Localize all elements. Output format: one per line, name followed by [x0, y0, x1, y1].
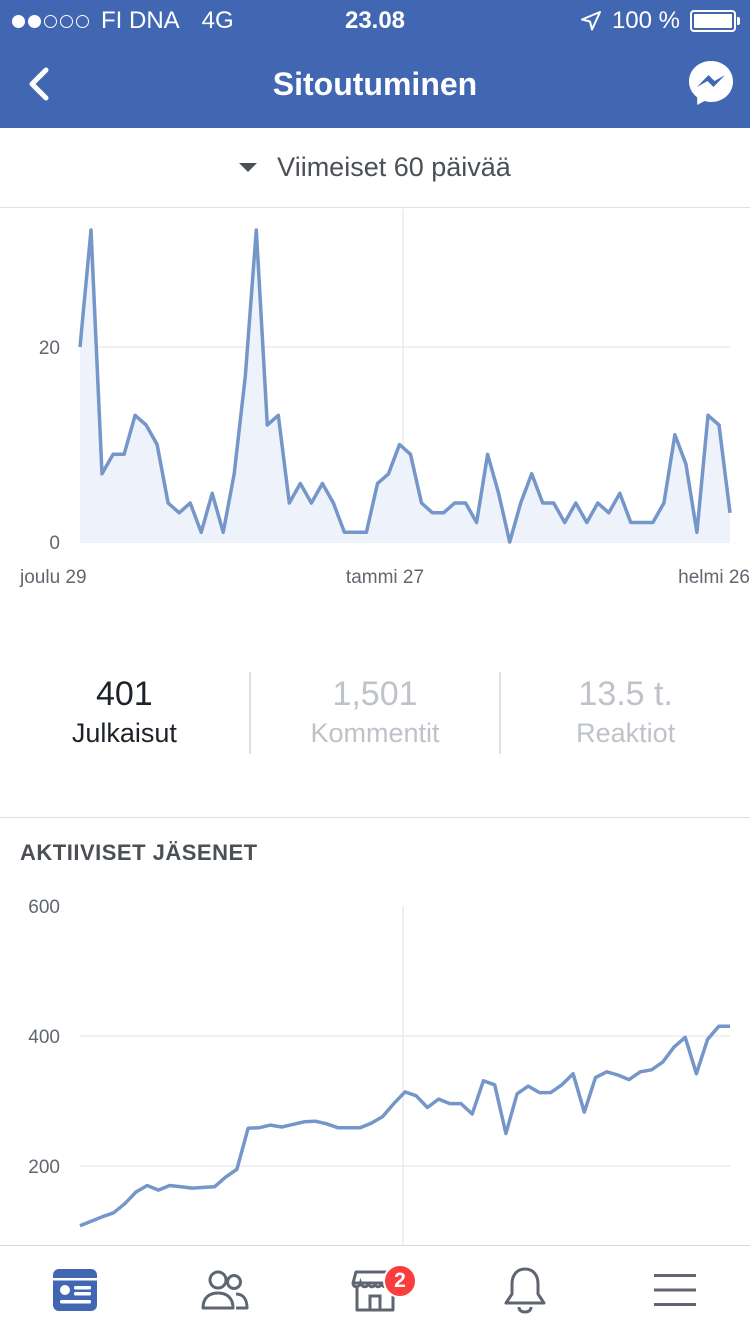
engagement-area — [80, 230, 730, 542]
chevron-left-icon[interactable] — [22, 64, 62, 104]
status-time: 23.08 — [344, 7, 406, 34]
stat-label: Reaktiot — [576, 718, 676, 748]
y-tick-label: 400 — [28, 1027, 60, 1048]
engagement-line — [78, 228, 732, 544]
stat-label: Kommentit — [310, 718, 440, 748]
y-tick-label: 600 — [28, 897, 60, 918]
page-title: Sitoutuminen — [272, 66, 478, 102]
y-tick-label: 20 — [39, 338, 60, 359]
signal-dot — [28, 14, 41, 28]
battery-percent: 100 % — [611, 7, 680, 34]
stat-posts[interactable]: 401 Julkaisut — [0, 672, 249, 754]
friends-icon — [201, 1270, 249, 1310]
status-right: 100 % — [580, 7, 740, 35]
x-tick-label: joulu 29 — [19, 567, 87, 588]
y-tick-label: 0 — [49, 533, 60, 554]
stat-comments[interactable]: 1,501 Kommentit — [248, 672, 500, 754]
stat-value: 401 — [95, 675, 153, 713]
engagement-chart: 20 0 joulu 29 tammi 27 helmi 26 — [19, 209, 750, 588]
divider — [0, 817, 750, 818]
y-tick-label: 200 — [28, 1157, 60, 1178]
tab-feed[interactable] — [0, 1246, 150, 1334]
battery-icon — [690, 10, 740, 32]
top-bar: FI DNA 4G 23.08 100 % Sitoutuminen — [0, 0, 750, 128]
status-left: FI DNA 4G — [12, 7, 234, 35]
carrier-name: FI DNA — [101, 7, 180, 34]
x-tick-label: helmi 26 — [678, 567, 750, 588]
x-tick-label: tammi 27 — [346, 567, 424, 588]
section-title: AKTIIVISET JÄSENET — [20, 840, 258, 865]
stat-label: Julkaisut — [71, 718, 177, 748]
signal-dot — [44, 14, 57, 28]
notification-badge: 2 — [383, 1264, 417, 1298]
stat-value: 1,501 — [332, 675, 418, 713]
messenger-icon[interactable] — [686, 58, 736, 108]
feed-icon — [53, 1269, 97, 1311]
stats-row: 401 Julkaisut 1,501 Kommentit 13.5 t. Re… — [0, 672, 750, 754]
status-bar: FI DNA 4G 23.08 100 % — [0, 0, 750, 40]
tab-groups[interactable] — [150, 1246, 300, 1334]
caret-down-icon — [239, 163, 258, 172]
nav-row: Sitoutuminen — [0, 40, 750, 128]
tab-menu[interactable] — [600, 1246, 750, 1334]
location-arrow-icon — [580, 11, 601, 31]
tab-notifications[interactable] — [450, 1246, 600, 1334]
stat-reactions[interactable]: 13.5 t. Reaktiot — [499, 672, 750, 754]
date-range-selector[interactable]: Viimeiset 60 päivää — [0, 128, 750, 208]
menu-icon — [654, 1274, 696, 1306]
network-type: 4G — [201, 7, 234, 34]
signal-strength-icon — [12, 14, 89, 28]
active-members-chart: 600 400 200 — [28, 897, 730, 1245]
active-members-line — [79, 1024, 730, 1228]
date-range-label: Viimeiset 60 päivää — [277, 152, 511, 182]
stat-value: 13.5 t. — [578, 675, 673, 713]
bottom-tab-bar: 2 — [0, 1245, 750, 1334]
signal-dot — [12, 14, 25, 28]
signal-dot — [76, 14, 89, 28]
signal-dot — [60, 14, 73, 28]
tab-marketplace[interactable]: 2 — [300, 1246, 450, 1334]
bell-icon — [504, 1267, 546, 1314]
